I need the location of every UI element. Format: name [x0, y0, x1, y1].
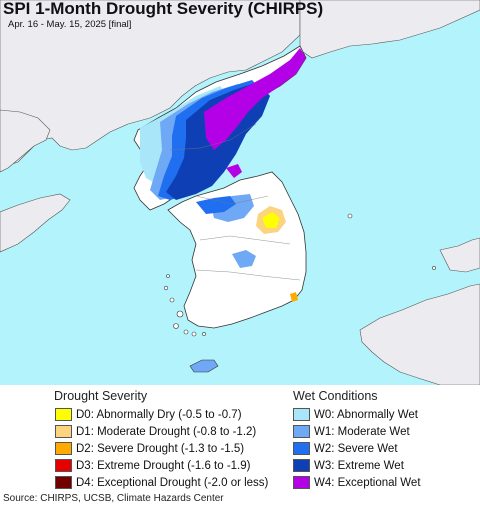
legend-label-d3: D3: Extreme Drought (-1.6 to -1.9) — [76, 459, 251, 472]
legend-label-w1: W1: Moderate Wet — [314, 425, 410, 438]
map-title: SPI 1-Month Drought Severity (CHIRPS) — [3, 0, 324, 18]
legend-label-d4: D4: Exceptional Drought (-2.0 or less) — [76, 476, 269, 489]
land-russia — [299, 0, 480, 59]
legend-drought-heading: Drought Severity — [54, 389, 148, 403]
drought-d2-southeast — [290, 292, 298, 302]
legend-label-d0: D0: Abnormally Dry (-0.5 to -0.7) — [76, 408, 242, 421]
swatch-w3 — [293, 459, 310, 472]
legend-item-w4: W4: Exceptional Wet — [293, 475, 421, 490]
legend-item-d1: D1: Moderate Drought (-0.8 to -1.2) — [55, 424, 256, 439]
wet-w2-south — [196, 196, 236, 214]
swatch-d1 — [55, 425, 72, 438]
legend-label-w3: W3: Extreme Wet — [314, 459, 404, 472]
wet-w4-spot — [226, 164, 242, 178]
legend-item-w1: W1: Moderate Wet — [293, 424, 410, 439]
swatch-d3 — [55, 459, 72, 472]
legend-wet-heading: Wet Conditions — [293, 389, 378, 403]
legend-item-d2: D2: Severe Drought (-1.3 to -1.5) — [55, 441, 244, 456]
swatch-w2 — [293, 442, 310, 455]
legend-item-d3: D3: Extreme Drought (-1.6 to -1.9) — [55, 458, 250, 473]
legend-item-d4: D4: Exceptional Drought (-2.0 or less) — [55, 475, 268, 490]
map-subtitle: Apr. 16 - May. 15, 2025 [final] — [8, 19, 132, 30]
legend-label-d2: D2: Severe Drought (-1.3 to -1.5) — [76, 442, 245, 455]
legend-label-w4: W4: Exceptional Wet — [314, 476, 421, 489]
land-japan — [359, 283, 480, 385]
legend-item-w2: W2: Severe Wet — [293, 441, 398, 456]
legend-label-w0: W0: Abnormally Wet — [314, 408, 418, 421]
swatch-w0 — [293, 408, 310, 421]
islands-ulleung — [347, 213, 436, 270]
source-credit: Source: CHIRPS, UCSB, Climate Hazards Ce… — [3, 493, 224, 504]
legend-item-d0: D0: Abnormally Dry (-0.5 to -0.7) — [55, 407, 242, 422]
swatch-w4 — [293, 476, 310, 489]
land-japan-north — [439, 237, 480, 273]
drought-d0-east — [262, 212, 280, 228]
wet-w4-zone — [204, 48, 306, 150]
islands-southwest — [163, 274, 206, 337]
swatch-d2 — [55, 442, 72, 455]
legend-label-w2: W2: Severe Wet — [314, 442, 398, 455]
swatch-d0 — [55, 408, 72, 421]
admin-borders — [169, 123, 301, 281]
wet-w1-interior — [232, 250, 256, 268]
swatch-w1 — [293, 425, 310, 438]
land-jeju — [189, 359, 219, 373]
legend-label-d1: D1: Moderate Drought (-0.8 to -1.2) — [76, 425, 257, 438]
land-shandong — [0, 193, 71, 253]
swatch-d4 — [55, 476, 72, 489]
legend-item-w3: W3: Extreme Wet — [293, 458, 404, 473]
drought-map — [0, 0, 480, 385]
legend-item-w0: W0: Abnormally Wet — [293, 407, 418, 422]
land-liaodong — [0, 109, 51, 173]
